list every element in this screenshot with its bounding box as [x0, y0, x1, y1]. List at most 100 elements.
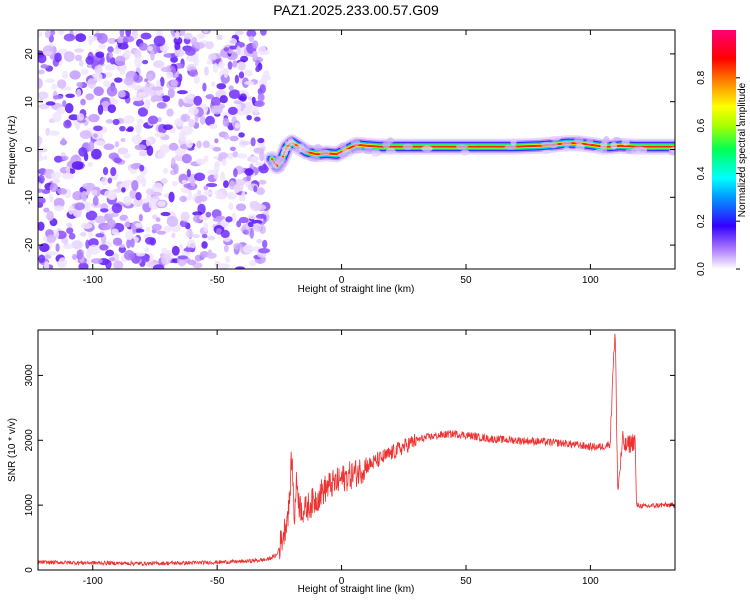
ridge-halo [382, 141, 391, 149]
noise-blob [80, 231, 87, 237]
ridge-halo [540, 141, 552, 147]
noise-blob [141, 177, 147, 188]
noise-blob [102, 167, 109, 176]
noise-blob [72, 253, 77, 260]
noise-blob [123, 76, 135, 86]
noise-blob [193, 56, 199, 67]
noise-blob [171, 245, 180, 256]
noise-blob [38, 155, 44, 162]
noise-blob [233, 100, 243, 105]
noise-blob [49, 30, 56, 36]
noise-blob [239, 89, 248, 96]
noise-blob [210, 81, 216, 87]
noise-blob [107, 104, 117, 114]
ridge-halo [510, 138, 517, 146]
noise-blob [220, 171, 226, 182]
noise-blob [236, 220, 242, 228]
noise-blob [159, 144, 171, 154]
noise-blob [54, 52, 62, 63]
noise-blob [250, 137, 256, 147]
spectrogram-ytick-label: 20 [24, 48, 35, 60]
ridge-halo [274, 155, 283, 161]
ridge-halo [402, 143, 413, 150]
noise-blob [218, 152, 229, 159]
noise-blob [125, 30, 132, 37]
noise-blob [216, 215, 226, 220]
noise-blob [203, 155, 209, 163]
noise-blob [255, 187, 266, 196]
noise-blob [138, 42, 148, 51]
spectrogram-xtick-label: 50 [460, 275, 472, 286]
noise-blob [119, 214, 129, 221]
noise-blob [195, 158, 206, 165]
noise-blob [136, 119, 144, 124]
noise-blob [135, 192, 142, 201]
noise-blob [152, 214, 158, 220]
spectrogram-xtick-label: 0 [339, 275, 345, 286]
noise-blob [155, 30, 163, 38]
noise-blob [106, 218, 116, 229]
noise-blob [202, 140, 210, 149]
noise-blob [168, 191, 175, 203]
noise-blob [233, 242, 243, 250]
noise-blob [56, 79, 67, 89]
noise-blob [188, 106, 199, 116]
ridge-halo [563, 146, 570, 152]
ridge-halo [273, 167, 285, 172]
noise-blob [100, 176, 108, 186]
noise-blob [52, 177, 61, 184]
noise-blob [55, 243, 60, 252]
noise-blob [124, 221, 131, 228]
noise-blob [214, 190, 223, 196]
snr-xtick-label: -100 [83, 576, 103, 587]
noise-blob [199, 115, 206, 125]
noise-blob [157, 117, 162, 123]
noise-blob [72, 209, 80, 217]
noise-blob [221, 158, 227, 167]
noise-blob [64, 103, 74, 114]
spectrogram-ytick-label: 0 [24, 146, 35, 152]
noise-blob [69, 70, 81, 80]
noise-blob [228, 85, 234, 91]
noise-blob [139, 164, 145, 172]
noise-blob [80, 68, 89, 75]
ridge-halo [267, 152, 278, 157]
noise-blob [133, 74, 143, 83]
noise-blob [38, 31, 43, 38]
noise-blob [86, 248, 92, 260]
spectrogram-ytick-label: -10 [24, 190, 35, 205]
ridge-halo [281, 146, 293, 152]
ridge-halo [362, 147, 374, 155]
noise-blob [137, 107, 149, 117]
noise-blob [117, 90, 126, 98]
noise-blob [257, 137, 265, 144]
noise-blob [208, 53, 217, 61]
noise-blob [255, 213, 267, 219]
noise-blob [188, 118, 196, 128]
noise-blob [202, 191, 213, 196]
noise-blob [76, 249, 84, 260]
noise-blob [130, 163, 140, 170]
noise-blob [178, 98, 184, 108]
noise-blob [210, 96, 221, 107]
ridge-halo [632, 146, 645, 151]
ridge-halo [298, 143, 305, 149]
ridge-halo [456, 144, 468, 150]
noise-blob [38, 69, 45, 75]
noise-blob [171, 180, 178, 187]
noise-blob [258, 163, 269, 174]
noise-blob [201, 234, 208, 239]
noise-blob [194, 114, 199, 123]
noise-blob [119, 30, 125, 38]
noise-blob [112, 118, 120, 126]
noise-blob [71, 161, 84, 170]
ridge-halo [307, 155, 320, 162]
noise-blob [231, 212, 237, 224]
noise-blob [151, 86, 163, 91]
ridge-halo [339, 142, 347, 150]
noise-blob [99, 244, 109, 251]
noise-blob [188, 69, 199, 77]
noise-blob [214, 260, 221, 267]
